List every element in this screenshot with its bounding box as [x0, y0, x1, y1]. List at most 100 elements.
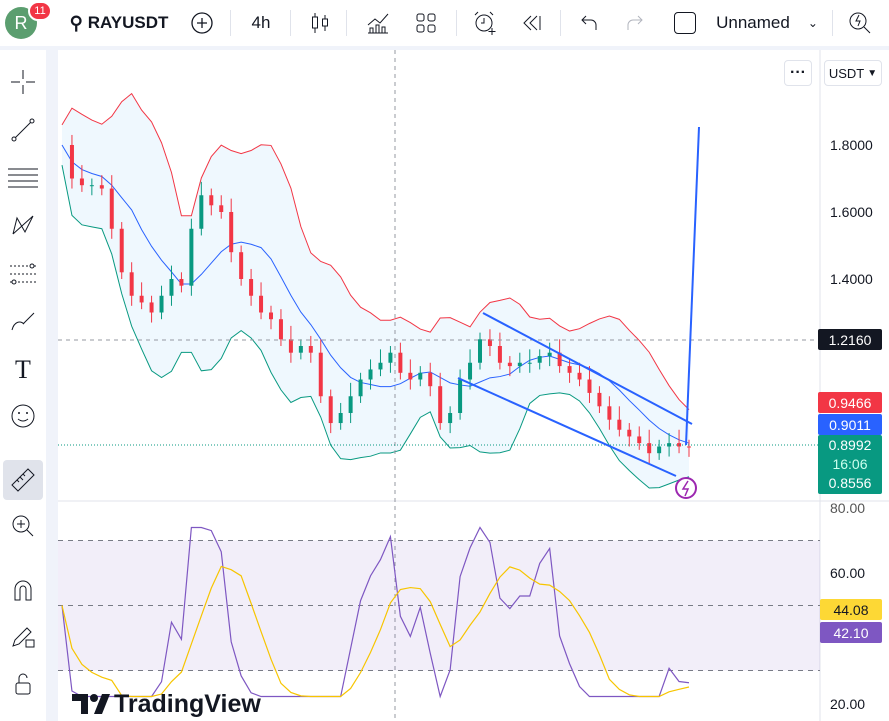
alert-button[interactable] [470, 8, 500, 38]
candle-body [99, 185, 104, 189]
candle-body [647, 443, 652, 454]
currency-button[interactable]: USDT ▼ [824, 60, 882, 86]
redo-icon [627, 15, 643, 30]
text-tool[interactable]: T [3, 350, 43, 390]
candle-body [259, 295, 264, 313]
top-toolbar: R 11 ⚲ RAYUSDT 4h Unnamed ⌄ [0, 0, 889, 46]
redo-button[interactable] [620, 8, 648, 38]
prediction-tool[interactable] [3, 254, 43, 294]
last-price-label: 0.8992 16:06 0.8556 [818, 435, 882, 494]
text-icon: T [15, 355, 31, 384]
candle-body [597, 392, 602, 407]
candle-body [199, 195, 204, 229]
candle-body [448, 413, 453, 424]
pencil-lock-icon [12, 627, 35, 648]
undo-icon [581, 15, 597, 30]
templates-button[interactable] [412, 8, 440, 38]
smiley-icon [11, 404, 35, 428]
price-tick: 1.4000 [830, 271, 873, 287]
candle-body [378, 362, 383, 370]
candle-body [169, 279, 174, 296]
grid-icon [416, 13, 436, 33]
chart-panel[interactable]: ··· USDT ▼ [58, 50, 889, 721]
fib-tool[interactable] [3, 158, 43, 198]
candle-body [269, 312, 273, 320]
candle-body [388, 352, 393, 363]
rewind-icon [523, 15, 541, 31]
bb-upper-line [61, 92, 690, 411]
candle-body [358, 379, 363, 397]
candle-body [69, 145, 74, 179]
compare-symbol-button[interactable] [188, 8, 216, 38]
drawing-toolbar: T [0, 50, 46, 721]
pattern-tool[interactable] [3, 206, 43, 246]
candle-body [368, 369, 373, 380]
candle-body [209, 195, 214, 206]
layout-checkbox[interactable] [672, 8, 698, 38]
tradingview-logo[interactable]: TradingView [72, 690, 261, 718]
rsi-label: 42.10 [820, 622, 882, 643]
replay-button[interactable] [518, 8, 546, 38]
candle-body [109, 188, 114, 229]
brush-tool[interactable] [3, 302, 43, 342]
candle-body [617, 419, 622, 430]
candle-body [79, 178, 84, 186]
candle-body [318, 352, 323, 397]
chart-type-button[interactable] [306, 8, 334, 38]
indicators-button[interactable] [364, 8, 392, 38]
notification-badge: 11 [28, 1, 52, 21]
candle-body [517, 362, 522, 367]
quick-search-button[interactable] [846, 8, 874, 38]
measure-tool[interactable] [3, 460, 43, 500]
candle-body [438, 386, 443, 424]
candle-body [119, 228, 124, 273]
rsi-ma-line [61, 565, 690, 698]
lock-drawings-tool[interactable] [3, 616, 43, 656]
candle-body [239, 252, 244, 279]
candle-body [139, 295, 144, 303]
lock-icon [15, 673, 31, 695]
bb-fill [62, 93, 689, 489]
candle-body [537, 356, 542, 363]
candle-body [567, 366, 572, 373]
rsi-tick: 20.00 [830, 696, 866, 712]
lock-all-tool[interactable] [3, 664, 43, 704]
trend-line-tool[interactable] [3, 110, 43, 150]
indicators-icon [367, 13, 389, 34]
undo-button[interactable] [576, 8, 604, 38]
zoom-in-tool[interactable] [3, 506, 43, 546]
zoom-in-icon [12, 515, 34, 537]
magnet-icon [14, 580, 32, 601]
chevron-down-icon: ▼ [867, 67, 878, 79]
more-options-button[interactable]: ··· [784, 60, 812, 86]
candle-body [657, 446, 662, 454]
bb-basis-label: 0.9011 [818, 414, 882, 435]
lightning-alert-icon [675, 477, 697, 499]
chevron-down-icon: ⌄ [807, 16, 818, 30]
symbol-search-button[interactable]: ⚲ RAYUSDT [69, 12, 169, 33]
candle-body [468, 362, 473, 380]
lightning-icon [681, 480, 690, 497]
candle-body [149, 302, 154, 313]
candle-body [547, 352, 552, 357]
crosshair-tool[interactable] [3, 62, 43, 102]
bb-lower-line [61, 165, 690, 489]
chart-canvas[interactable] [58, 50, 889, 721]
candle-body [428, 372, 433, 387]
ruler-icon [11, 468, 35, 492]
layout-name-button[interactable]: Unnamed ⌄ [716, 13, 818, 32]
icon-tool[interactable] [3, 396, 43, 436]
price-tick: 1.6000 [830, 204, 873, 220]
magnet-tool[interactable] [3, 570, 43, 610]
candle-body [229, 212, 234, 253]
candles-icon [312, 13, 328, 33]
crosshair-icon [11, 70, 35, 94]
bb-lower-label: 0.8556 [828, 475, 872, 491]
trend-line-icon [11, 118, 35, 142]
crosshair-price-label: 1.2160 [818, 329, 882, 350]
plus-circle-icon [191, 12, 213, 34]
candle-body [189, 228, 194, 286]
candle-body [687, 446, 691, 448]
candle-body [298, 346, 303, 353]
interval-button[interactable]: 4h [251, 13, 271, 32]
